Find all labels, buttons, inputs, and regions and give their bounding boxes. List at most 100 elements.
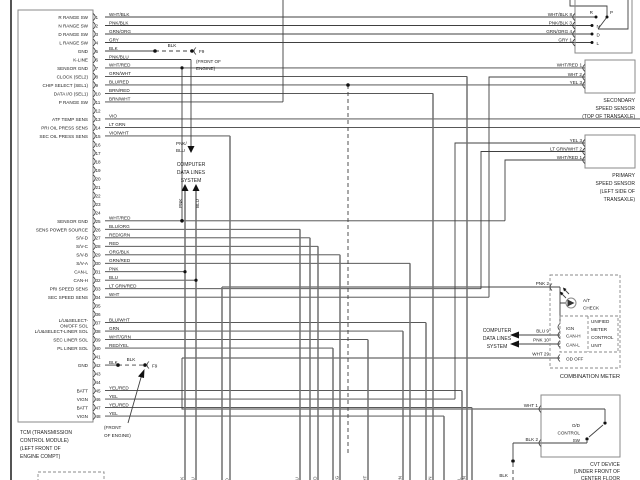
wire-color-label: PNK — [178, 198, 183, 208]
component-label: SPEED SENSOR — [596, 181, 636, 187]
unified-meter-label: UNIFIED — [591, 319, 610, 324]
tcm-pin-bracket — [92, 378, 96, 386]
tcm-pin-number: 6 — [96, 57, 99, 62]
tcm-pin-number: 2 — [96, 23, 99, 28]
splice-f9-top: BLK F9 (FRONT OF ENGINE) — [168, 43, 221, 71]
secondary-sensor-pin-wire: YEL 3 — [570, 80, 583, 85]
tcm-pin-bracket — [92, 47, 96, 55]
tcm-pin-wire-color: RED/GRN — [109, 233, 130, 238]
tcm-pin-number: 15 — [96, 134, 102, 139]
tcm-pin-number: 23 — [96, 202, 102, 207]
at-check-label: A/T — [583, 298, 590, 303]
tcm-pin-wire-color: YEL — [109, 394, 118, 399]
component-label: CENTER FLOOR — [581, 476, 621, 480]
component-label: CVT DEVICE — [590, 462, 621, 468]
range-switch: WHT/BLK 8 PNK/BLK 3 GRN/ORG 4 GRY 1 R P N D… — [546, 0, 633, 54]
tcm-pin-wire-color: BLU/RED — [109, 80, 130, 85]
combination-meter: A/T CHECK UNIFIED METER CONTROL UNIT IGN… — [483, 274, 621, 380]
tcm-pin-number: 18 — [96, 159, 102, 164]
tcm-pin-bracket — [92, 166, 96, 174]
wire-exit-label: GRN — [398, 476, 403, 480]
tcm-pin-label: PL LINER SOL — [57, 346, 88, 351]
tcm-pin-bracket — [92, 225, 96, 234]
tcm-pin-bracket — [92, 267, 96, 276]
tcm-pin-label: SENSOR GND — [57, 66, 89, 71]
tcm-pin-label: S/V-D — [76, 236, 89, 241]
data-lines-text: COMPUTER — [177, 162, 206, 168]
tcm-pin-number: 16 — [96, 142, 102, 147]
range-switch-pin-wire: GRY 1 — [558, 37, 572, 42]
wire-exit-label: ORG — [335, 475, 340, 480]
tcm-pin-bracket — [92, 276, 96, 285]
tcm-pin-label: SEC LINER SOL — [53, 338, 88, 343]
tcm-pin-bracket — [92, 412, 96, 420]
tcm-pin-bracket — [92, 301, 96, 310]
wire-mesh — [105, 0, 640, 480]
tcm-pin-label: S/V-C — [76, 244, 89, 249]
range-switch-pin-bracket — [572, 30, 576, 38]
data-lines-text: DATA LINES — [177, 170, 206, 176]
tcm-pin-number: 24 — [96, 210, 102, 215]
primary-speed-sensor-box — [584, 134, 636, 169]
tcm-pin-bracket — [92, 106, 96, 115]
tcm-pin-bracket — [92, 259, 96, 268]
tcm-pin-bracket — [92, 242, 96, 251]
unified-meter-label: CONTROL — [591, 335, 614, 340]
tcm-label: (LEFT FRONT OF — [20, 446, 61, 452]
tcm-pin-number: 3 — [96, 32, 99, 37]
tcm-pin-wire-color: WHT/BLK — [109, 12, 130, 17]
range-switch-pin-bracket — [572, 38, 576, 47]
switch-position-l: L — [597, 41, 600, 46]
tcm-pin-wire-color: LT GRN/RED — [109, 283, 137, 288]
tcm-pin-number: 35 — [96, 304, 102, 309]
tcm-pin-label: D RANGE SW — [58, 32, 88, 37]
tcm-pin-number: 21 — [96, 185, 102, 190]
tcm-pin-label: L/U&SELECT-LINER SOL — [35, 329, 89, 334]
tcm-pin-number: 9 — [96, 83, 99, 88]
wire-color-label: BLK — [127, 357, 137, 362]
tcm-pin-label: N RANGE SW — [58, 23, 88, 28]
tcm-pin-bracket — [92, 191, 96, 200]
tcm-pin-wire-color: VIO — [109, 114, 117, 119]
meter-pin-wire: PNK 2 — [536, 281, 550, 286]
tcm-label: TCM (TRANSMISSION — [20, 430, 72, 436]
tcm-pin-label: L RANGE SW — [59, 40, 88, 45]
meter-pin-name-canl: CAN-L — [566, 343, 580, 348]
splice-id: F9 — [152, 364, 158, 369]
tcm-pin-wire-color: PNK/BLK — [109, 20, 129, 25]
tcm-pin-bracket — [92, 403, 96, 412]
secondary-sensor-pin-wire: WHT/RED 1 — [557, 63, 583, 68]
tcm-pin-bracket — [92, 352, 96, 361]
tcm-pin-number: 31 — [96, 270, 102, 275]
tcm-pin-bracket — [92, 310, 96, 318]
tcm-pin-number: 12 — [96, 108, 102, 113]
wire-color-label: BLU — [176, 148, 185, 153]
bottom-wire-exit-labels: PNKBLUVIOBLUREDORGWHTGRNBRNYELGRN — [180, 475, 467, 480]
tcm-pin-bracket — [92, 395, 96, 403]
tcm-pin-label: DATA I/O (SEL1) — [54, 91, 89, 96]
wire-exit-label: VIO — [225, 478, 230, 480]
tcm-pin-wire-color: GRN/WHT — [109, 71, 131, 76]
tcm-pin-number: 32 — [96, 278, 102, 283]
wire-exit-label: BRN — [428, 476, 433, 480]
tcm-pin-label: VIGN — [77, 397, 88, 402]
tcm-pin-label: CAN-L — [74, 270, 88, 275]
tcm-pin-number: 42 — [96, 363, 102, 368]
primary-sensor-pins: YEL 3 LT GRN/WHT 2 WHT/RED 1 — [550, 138, 586, 164]
range-switch-pin-wire: WHT/BLK 8 — [548, 12, 573, 17]
at-check-label: CHECK — [583, 306, 600, 311]
component-label: (UNDER FRONT OF — [574, 469, 620, 475]
tcm-pin-number: 43 — [96, 372, 102, 377]
tcm-pin-number: 14 — [96, 125, 102, 130]
primary-sensor-pin-bracket — [582, 147, 586, 156]
tcm-pin-wire-color: BRN/RED — [109, 88, 130, 93]
splice-location: ENGINE) — [196, 66, 216, 71]
tcm-pin-label: L/U&SELECT- — [59, 318, 89, 323]
tcm-pin-bracket — [92, 13, 96, 21]
data-lines-text: DATA LINES — [483, 336, 512, 342]
tcm-pin-wire-color: BLU — [109, 275, 118, 280]
secondary-sensor-pin-wire: WHT 2 — [568, 72, 583, 77]
splice-f9-bottom: BLK F9 (FRONT OF ENGINE) — [104, 357, 158, 438]
tcm-pin-bracket — [92, 89, 96, 98]
tcm-pin-number: 46 — [96, 397, 102, 402]
